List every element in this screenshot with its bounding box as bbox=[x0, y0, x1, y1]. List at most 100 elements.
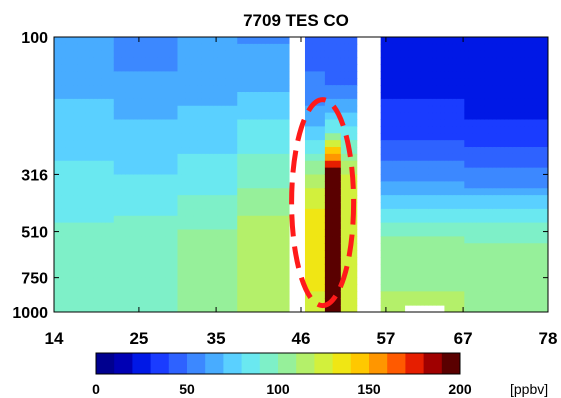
heatmap-cell bbox=[73, 126, 79, 134]
heatmap-cell bbox=[173, 257, 178, 265]
heatmap-cell bbox=[109, 119, 115, 127]
heatmap-cell bbox=[77, 229, 83, 237]
heatmap-cell bbox=[73, 263, 79, 272]
heatmap-cell bbox=[281, 229, 286, 237]
heatmap-cell bbox=[388, 37, 394, 45]
heatmap-cell bbox=[97, 195, 103, 203]
heatmap-cell bbox=[332, 126, 338, 134]
heatmap-cell bbox=[117, 257, 123, 265]
heatmap-cell bbox=[141, 188, 147, 196]
heatmap-cell bbox=[380, 270, 386, 279]
heatmap-cell bbox=[436, 236, 441, 244]
heatmap-cell bbox=[480, 181, 485, 189]
heatmap-cell bbox=[57, 147, 63, 155]
heatmap-cell bbox=[324, 57, 330, 65]
heatmap-cell bbox=[524, 43, 529, 52]
heatmap-cell bbox=[185, 98, 190, 107]
heatmap-cell bbox=[269, 291, 274, 299]
heatmap-cell bbox=[273, 284, 278, 292]
heatmap-cell bbox=[412, 188, 418, 196]
heatmap-cell bbox=[316, 167, 322, 175]
heatmap-cell bbox=[304, 71, 310, 79]
heatmap-cell bbox=[476, 298, 481, 306]
heatmap-cell bbox=[444, 215, 449, 224]
heatmap-cell bbox=[416, 105, 422, 114]
heatmap-cell bbox=[181, 85, 186, 93]
heatmap-cell bbox=[137, 153, 143, 162]
heatmap-cell bbox=[508, 284, 513, 292]
heatmap-cell bbox=[73, 298, 79, 306]
heatmap-cell bbox=[336, 291, 342, 299]
heatmap-cell bbox=[89, 181, 95, 189]
heatmap-cell bbox=[492, 98, 497, 107]
heatmap-cell bbox=[205, 57, 210, 65]
heatmap-cell bbox=[149, 277, 155, 286]
heatmap-cell bbox=[420, 133, 425, 141]
heatmap-cell bbox=[261, 50, 266, 59]
heatmap-cell bbox=[496, 153, 501, 162]
heatmap-cell bbox=[524, 133, 529, 141]
heatmap-cell bbox=[516, 133, 521, 141]
heatmap-cell bbox=[520, 105, 525, 114]
heatmap-cell bbox=[97, 78, 103, 86]
heatmap-cell bbox=[269, 140, 274, 148]
heatmap-cell bbox=[229, 112, 234, 120]
heatmap-cell bbox=[476, 236, 481, 244]
heatmap-cell bbox=[205, 188, 210, 196]
heatmap-cell bbox=[544, 291, 548, 299]
heatmap-cell bbox=[472, 71, 477, 79]
heatmap-cell bbox=[77, 257, 83, 265]
heatmap-cell bbox=[328, 257, 334, 265]
heatmap-cell bbox=[265, 195, 270, 203]
heatmap-cell bbox=[149, 270, 155, 279]
heatmap-cell bbox=[320, 119, 326, 127]
heatmap-cell bbox=[436, 78, 441, 86]
heatmap-cell bbox=[496, 174, 501, 182]
heatmap-cell bbox=[57, 126, 63, 134]
heatmap-cell bbox=[324, 119, 330, 127]
heatmap-cell bbox=[348, 71, 354, 79]
heatmap-cell bbox=[277, 188, 282, 196]
heatmap-cell bbox=[416, 153, 422, 162]
heatmap-cell bbox=[105, 64, 111, 72]
heatmap-cell bbox=[237, 222, 242, 230]
heatmap-cell bbox=[480, 298, 485, 306]
heatmap-cell bbox=[320, 243, 326, 251]
heatmap-cell bbox=[237, 243, 242, 251]
heatmap-cell bbox=[225, 147, 230, 155]
heatmap-cell bbox=[388, 140, 394, 148]
heatmap-cell bbox=[332, 208, 338, 217]
heatmap-cell bbox=[468, 119, 473, 127]
heatmap-cell bbox=[101, 112, 107, 120]
heatmap-cell bbox=[320, 57, 326, 65]
heatmap-cell bbox=[524, 140, 529, 148]
heatmap-cell bbox=[464, 50, 469, 59]
heatmap-cell bbox=[436, 140, 441, 148]
heatmap-cell bbox=[316, 229, 322, 237]
heatmap-cell bbox=[388, 71, 394, 79]
heatmap-cell bbox=[201, 64, 206, 72]
heatmap-cell bbox=[544, 188, 548, 196]
heatmap-cell bbox=[89, 133, 95, 141]
heatmap-cell bbox=[285, 270, 290, 279]
heatmap-cell bbox=[97, 215, 103, 224]
heatmap-cell bbox=[480, 229, 485, 237]
heatmap-cell bbox=[540, 37, 545, 45]
heatmap-cell bbox=[520, 222, 525, 230]
heatmap-cell bbox=[193, 188, 198, 196]
heatmap-cell bbox=[277, 71, 282, 79]
heatmap-cell bbox=[145, 50, 151, 59]
heatmap-cell bbox=[169, 270, 175, 279]
heatmap-cell bbox=[54, 153, 59, 162]
heatmap-cell bbox=[233, 250, 238, 258]
heatmap-cell bbox=[476, 202, 481, 210]
heatmap-cell bbox=[504, 133, 509, 141]
heatmap-cell bbox=[344, 64, 350, 72]
heatmap-cell bbox=[480, 50, 485, 59]
heatmap-cell bbox=[416, 133, 422, 141]
heatmap-cell bbox=[488, 50, 493, 59]
heatmap-cell bbox=[229, 215, 234, 224]
heatmap-cell bbox=[97, 250, 103, 258]
heatmap-cell bbox=[476, 215, 481, 224]
heatmap-cell bbox=[101, 284, 107, 292]
